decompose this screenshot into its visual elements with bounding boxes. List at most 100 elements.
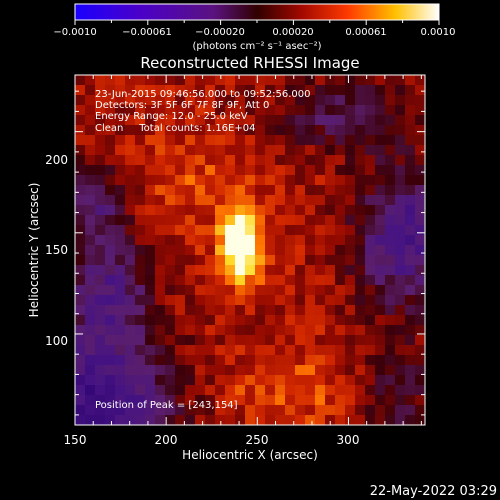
heatmap-cell — [355, 145, 366, 156]
heatmap-cell — [175, 165, 186, 176]
heatmap-cell — [415, 255, 425, 266]
heatmap-cell — [185, 135, 196, 146]
heatmap-cell — [265, 215, 276, 226]
heatmap-cell — [95, 285, 106, 296]
heatmap-cell — [375, 265, 386, 276]
heatmap-cell — [155, 235, 166, 246]
heatmap-cell — [165, 355, 176, 366]
heatmap-cell — [395, 105, 406, 116]
heatmap-cell — [415, 325, 425, 336]
heatmap-cell — [75, 205, 86, 216]
heatmap-cell — [235, 305, 246, 316]
heatmap-cell — [115, 155, 126, 166]
heatmap-cell — [145, 405, 156, 416]
heatmap-cell — [305, 375, 316, 386]
heatmap-cell — [215, 415, 226, 425]
heatmap-cell — [195, 285, 206, 296]
heatmap-cell — [115, 415, 126, 425]
heatmap-cell — [215, 245, 226, 256]
heatmap-cell — [205, 375, 216, 386]
heatmap-cell — [135, 145, 146, 156]
heatmap-cell — [115, 385, 126, 396]
heatmap-cell — [295, 115, 306, 126]
heatmap-cell — [375, 405, 386, 416]
heatmap-cell — [215, 235, 226, 246]
heatmap-cell — [175, 125, 186, 136]
heatmap-cell — [345, 305, 356, 316]
heatmap-cell — [415, 125, 425, 136]
heatmap-cell — [185, 75, 196, 86]
heatmap-cell — [255, 225, 266, 236]
heatmap-cell — [75, 125, 86, 136]
heatmap-cell — [415, 375, 425, 386]
heatmap-cell — [235, 395, 246, 406]
heatmap-cell — [365, 125, 376, 136]
heatmap-cell — [295, 215, 306, 226]
heatmap-cell — [275, 155, 286, 166]
heatmap-cell — [85, 185, 96, 196]
heatmap-cell — [115, 85, 126, 96]
heatmap-cell — [345, 85, 356, 96]
heatmap-cell — [245, 245, 256, 256]
heatmap-cell — [295, 395, 306, 406]
heatmap-cell — [325, 355, 336, 366]
heatmap-cell — [125, 125, 136, 136]
heatmap-cell — [365, 165, 376, 176]
heatmap-cell — [415, 115, 425, 126]
heatmap-cell — [345, 355, 356, 366]
heatmap-cell — [355, 205, 366, 216]
heatmap-cell — [115, 135, 126, 146]
y-tick-label: 100 — [45, 334, 68, 348]
heatmap-cell — [75, 195, 86, 206]
heatmap-cell — [315, 235, 326, 246]
heatmap-cell — [255, 265, 266, 276]
heatmap-cell — [335, 285, 346, 296]
heatmap-cell — [145, 105, 156, 116]
heatmap-cell — [305, 235, 316, 246]
heatmap-cell — [135, 215, 146, 226]
heatmap-cell — [145, 245, 156, 256]
heatmap-cell — [215, 225, 226, 236]
heatmap-cell — [85, 205, 96, 216]
heatmap-cell — [305, 305, 316, 316]
heatmap-cell — [265, 305, 276, 316]
heatmap-cell — [195, 125, 206, 136]
heatmap-cell — [105, 165, 116, 176]
heatmap-cell — [165, 335, 176, 346]
heatmap-cell — [345, 245, 356, 256]
heatmap-cell — [295, 305, 306, 316]
heatmap-cell — [155, 285, 166, 296]
heatmap-cell — [125, 135, 136, 146]
heatmap-cell — [345, 235, 356, 246]
heatmap-cell — [135, 175, 146, 186]
heatmap-cell — [355, 405, 366, 416]
heatmap-cell — [305, 85, 316, 96]
heatmap-cell — [75, 135, 86, 146]
heatmap-cell — [415, 245, 425, 256]
heatmap-cell — [335, 85, 346, 96]
heatmap-cell — [285, 215, 296, 226]
heatmap-cell — [155, 85, 166, 96]
heatmap-cell — [225, 355, 236, 366]
heatmap-cell — [95, 275, 106, 286]
heatmap-cell — [135, 275, 146, 286]
heatmap-cell — [375, 165, 386, 176]
heatmap-cell — [215, 115, 226, 126]
heatmap-cell — [285, 265, 296, 276]
heatmap-cell — [95, 75, 106, 86]
heatmap-cell — [125, 245, 136, 256]
heatmap-cell — [185, 195, 196, 206]
heatmap-cell — [235, 255, 246, 266]
heatmap-cell — [155, 265, 166, 276]
heatmap-cell — [385, 155, 396, 166]
heatmap-cell — [295, 275, 306, 286]
heatmap-cell — [305, 75, 316, 86]
heatmap-cell — [165, 305, 176, 316]
heatmap-cell — [305, 165, 316, 176]
heatmap-cell — [265, 125, 276, 136]
heatmap-cell — [145, 265, 156, 276]
heatmap-cell — [365, 135, 376, 146]
heatmap-cell — [255, 185, 266, 196]
heatmap-cell — [395, 385, 406, 396]
heatmap-cell — [125, 85, 136, 96]
